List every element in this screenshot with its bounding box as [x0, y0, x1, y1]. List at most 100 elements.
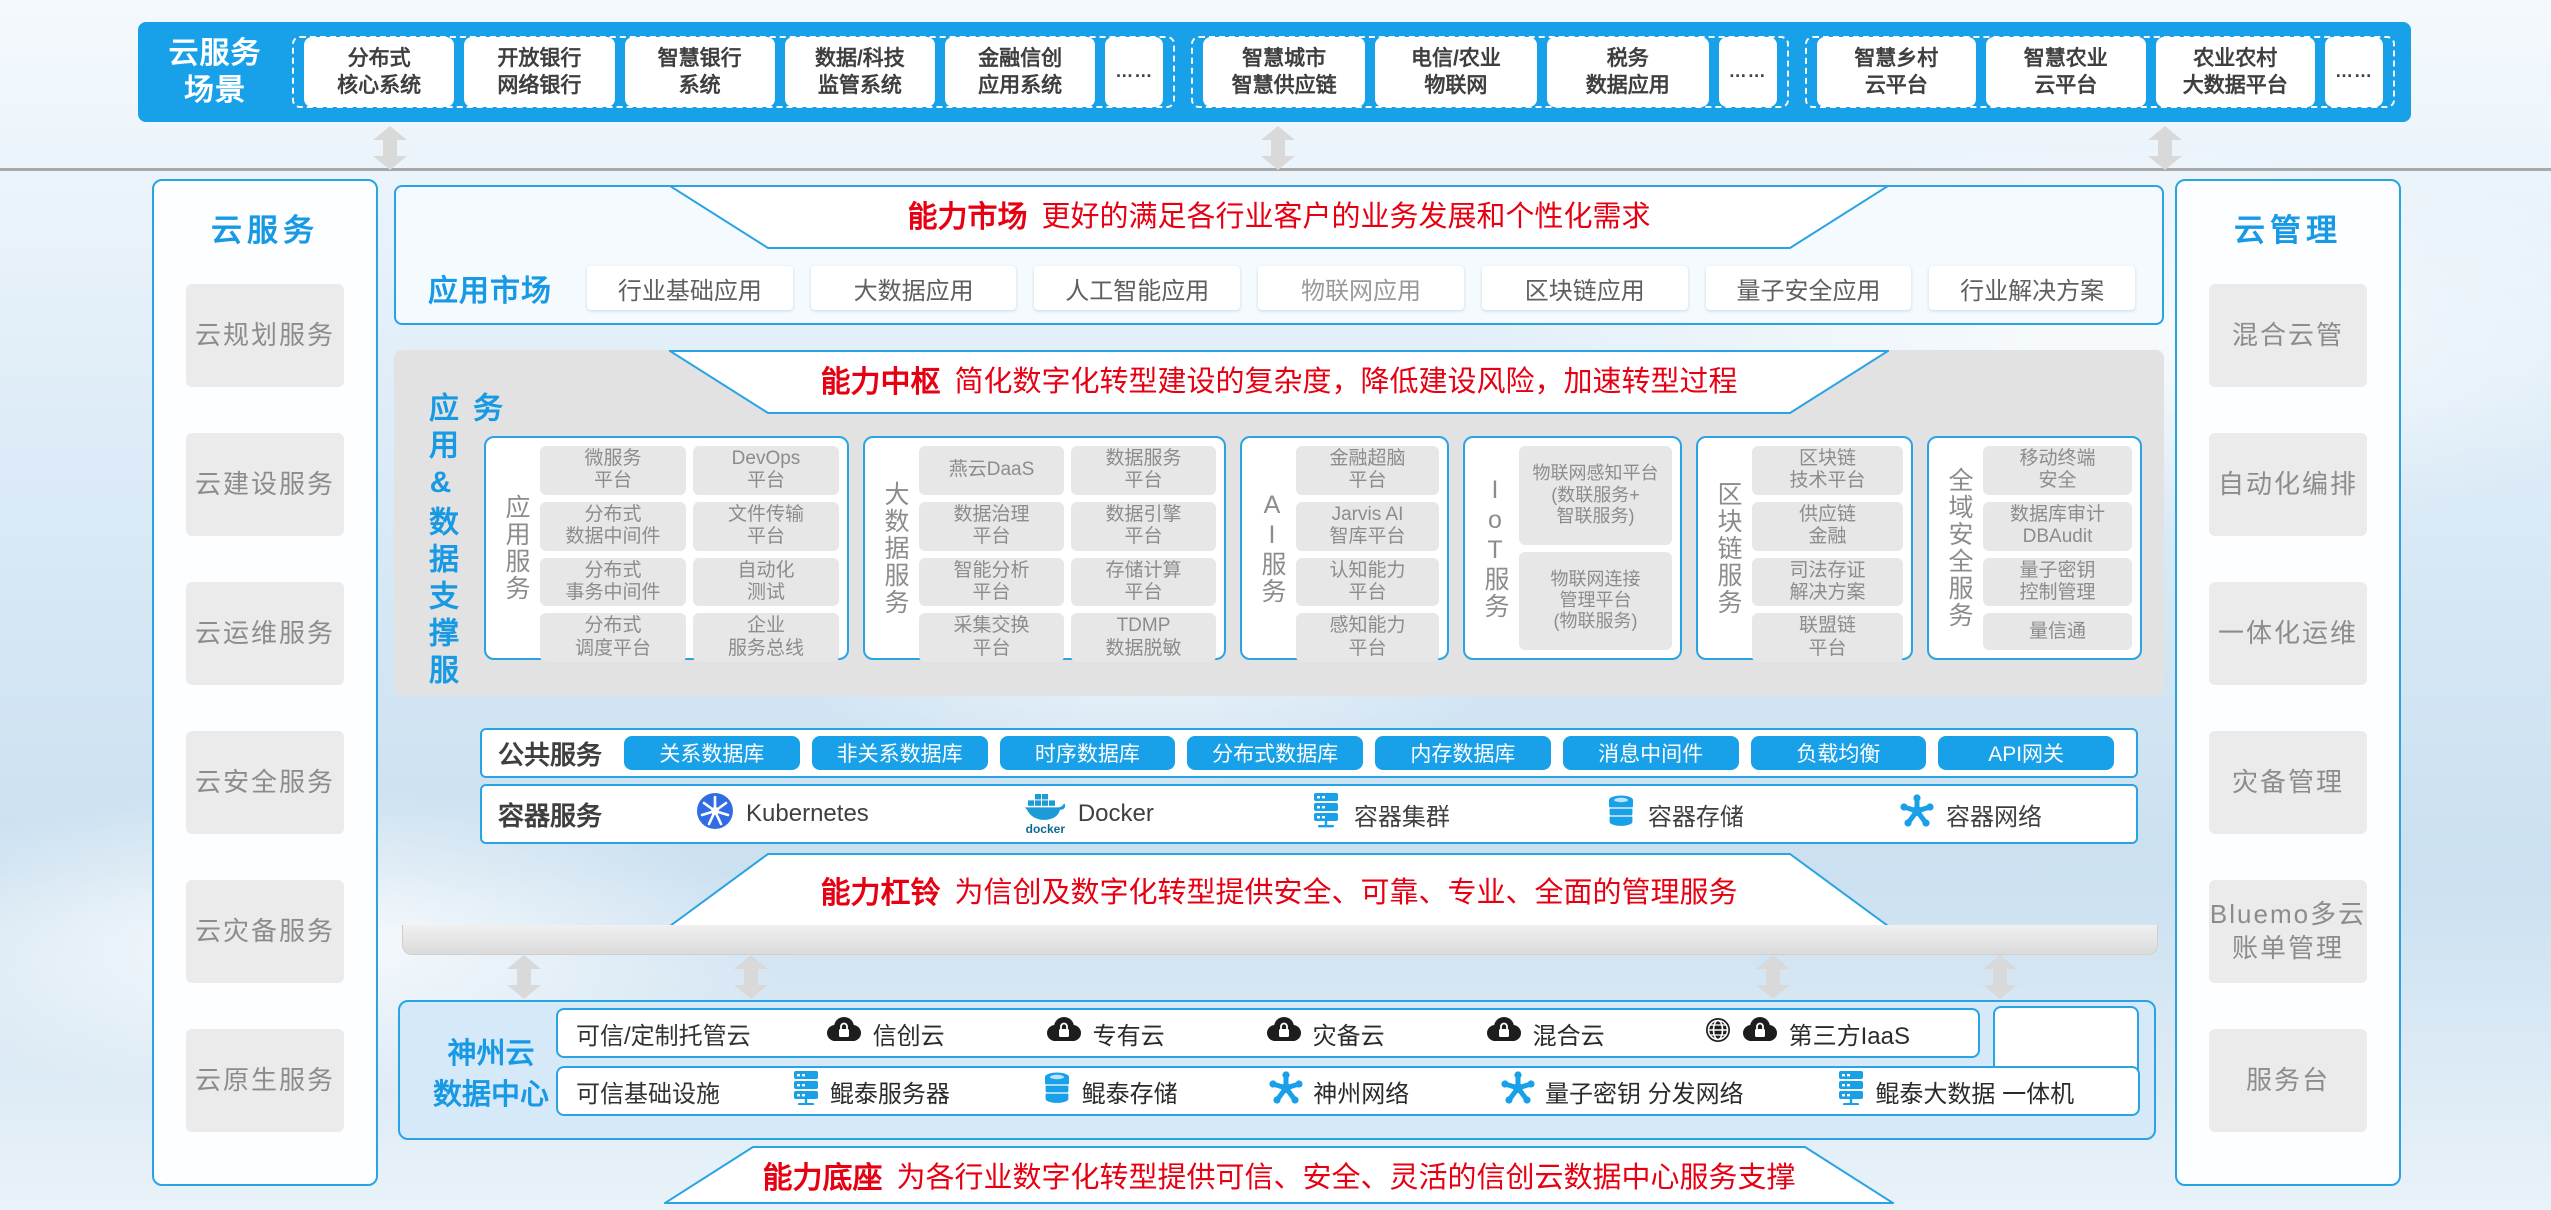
hub-chip: 企业 服务总线 — [693, 613, 839, 663]
sidebar-item-cloud-ops: 云运维服务 — [186, 582, 344, 685]
app-market-item: 区块链应用 — [1481, 266, 1688, 310]
hub-chip: 联盟链 平台 — [1752, 613, 1903, 663]
infra-item-label: 鲲泰存储 — [1081, 1080, 1178, 1108]
sidebar-item-cloud-security: 云安全服务 — [186, 731, 344, 834]
scenario-item: 分布式 核心系统 — [304, 37, 455, 107]
scenario-item: 税务 数据应用 — [1546, 37, 1709, 107]
hub-chip: 认知能力 平台 — [1296, 557, 1439, 607]
hub-chip: 数据治理 平台 — [919, 501, 1064, 551]
hub-chip: 移动终端 安全 — [1983, 446, 2132, 495]
network-icon — [1269, 1071, 1303, 1112]
hosted-cloud-item-dr: 灾备云 — [1265, 1016, 1385, 1051]
banner-title: 能力中枢 — [820, 366, 941, 399]
public-service-pill: 消息中间件 — [1562, 736, 1739, 770]
sidebar-item-cloud-planning: 云规划服务 — [186, 284, 344, 387]
hub-box-bigdata-services: 大数据服务 燕云DaaS 数据服务 平台 数据治理 平台 数据引擎 平台 智能分… — [863, 436, 1226, 663]
hosted-cloud-row: 可信/定制托管云 信创云 专有云 灾备云 — [556, 1008, 1980, 1058]
scenario-group-agriculture: 智慧乡村 云平台 智慧农业 云平台 农业农村 大数据平台 …… — [1804, 36, 2395, 108]
infra-item-network: 神州网络 — [1269, 1071, 1409, 1112]
scenario-item: 智慧乡村 云平台 — [1816, 37, 1977, 107]
hub-chip: 数据服务 平台 — [1071, 446, 1216, 495]
hub-chip: 文件传输 平台 — [693, 501, 839, 551]
scenario-item: 数据/科技 监管系统 — [784, 37, 935, 107]
hub-chip: 区块链 技术平台 — [1752, 446, 1903, 495]
hub-chip: 存储计算 平台 — [1071, 557, 1216, 607]
sidebar-item-cloud-construction: 云建设服务 — [186, 433, 344, 536]
server-rack-icon — [1835, 1070, 1865, 1112]
scenario-item: 智慧银行 系统 — [624, 37, 775, 107]
divider-line — [0, 168, 2551, 171]
infra-item-storage: 鲲泰存储 — [1042, 1071, 1178, 1111]
public-service-pill: 时序数据库 — [999, 736, 1176, 770]
public-service-pill: 分布式数据库 — [1187, 736, 1364, 770]
hub-chip: 数据引擎 平台 — [1071, 501, 1216, 551]
hub-chip: 量子密钥 控制管理 — [1983, 557, 2132, 607]
sidebar-item-cloud-dr: 云灾备服务 — [186, 880, 344, 983]
scenario-item-ellipsis: …… — [2324, 37, 2383, 107]
app-market-item: 行业解决方案 — [1929, 266, 2136, 310]
sidebar-item-automation: 自动化编排 — [2209, 433, 2367, 536]
scenario-item: 智慧城市 智慧供应链 — [1203, 37, 1366, 107]
hub-chip: TDMP 数据脱敏 — [1071, 613, 1216, 663]
infra-item-server: 鲲泰服务器 — [790, 1070, 950, 1112]
hub-box-label: 应用服务 — [502, 494, 530, 602]
hub-columns: 应用服务 微服务 平台 DevOps 平台 分布式 数据中间件 文件传输 平台 … — [484, 436, 2142, 663]
cloud-services-sidebar: 云服务 云规划服务 云建设服务 云运维服务 云安全服务 云灾备服务 云原生服务 — [152, 179, 378, 1186]
hosted-cloud-item-label: 第三方IaaS — [1788, 1022, 1910, 1050]
hosted-cloud-item-private: 专有云 — [1045, 1016, 1165, 1051]
infrastructure-row: 可信基础设施 鲲泰服务器 鲲泰存储 神州网络 — [556, 1066, 2140, 1116]
hub-chip: 微服务 平台 — [540, 446, 686, 495]
banner-title: 能力市场 — [907, 201, 1028, 234]
cloud-lock-icon — [1741, 1016, 1779, 1050]
hosted-cloud-item-label: 专有云 — [1092, 1022, 1165, 1050]
infra-item-label: 神州网络 — [1313, 1080, 1410, 1108]
scenario-item: 金融信创 应用系统 — [945, 37, 1096, 107]
hosted-cloud-label: 可信/定制托管云 — [576, 1022, 751, 1050]
hub-chip: 金融超脑 平台 — [1296, 446, 1439, 495]
container-services-label: 容器服务 — [498, 800, 603, 831]
container-service-label: 容器存储 — [1647, 803, 1744, 831]
container-service-network: 容器网络 — [1900, 794, 2042, 835]
public-service-pill: 非关系数据库 — [811, 736, 988, 770]
storage-icon — [1606, 794, 1636, 834]
hub-chip: 自动化 测试 — [693, 557, 839, 607]
app-market-item: 大数据应用 — [810, 266, 1017, 310]
hub-chip: 分布式 事务中间件 — [540, 557, 686, 607]
sidebar-item-cloud-native: 云原生服务 — [186, 1029, 344, 1132]
hub-box-iot-services: IoT服务 物联网感知平台 (数联服务+ 智联服务) 物联网连接 管理平台 (物… — [1463, 436, 1682, 660]
capability-hub-banner: 能力中枢 简化数字化转型建设的复杂度，降低建设风险，加速转型过程 — [669, 350, 1889, 414]
hub-chip: 物联网感知平台 (数联服务+ 智联服务) — [1519, 446, 1672, 545]
network-icon — [1501, 1071, 1535, 1112]
network-icon — [1900, 794, 1934, 835]
hub-box-ai-services: AI服务 金融超脑 平台 Jarvis AI 智库平台 认知能力 平台 感知能力… — [1240, 436, 1449, 663]
center-column: 能力市场 更好的满足各行业客户的业务发展和个性化需求 应用市场 行业基础应用 大… — [394, 0, 2164, 1210]
scenario-bar-title: 云服务 场景 — [168, 36, 262, 108]
cloud-lock-icon — [1485, 1016, 1523, 1050]
sidebar-title: 云服务 — [211, 213, 319, 248]
cloud-lock-icon — [825, 1016, 863, 1050]
scenario-item: 智慧农业 云平台 — [1986, 37, 2146, 107]
public-service-pill: 内存数据库 — [1375, 736, 1551, 770]
datacenter-panel: 神州云 数据中心 可信/定制托管云 信创云 专有云 — [398, 1000, 2156, 1140]
docker-icon: docker — [1024, 793, 1066, 835]
sidebar-item-integrated-ops: 一体化运维 — [2209, 582, 2367, 685]
globe-icon — [1704, 1016, 1731, 1050]
container-service-docker: docker Docker — [1024, 793, 1154, 835]
hub-chip: 燕云DaaS — [919, 446, 1064, 495]
sidebar-item-bluemo-billing: Bluemo多云 账单管理 — [2209, 880, 2367, 983]
hosted-cloud-item-label: 混合云 — [1532, 1022, 1605, 1050]
container-services-row: 容器服务 Kubernetes docker Docker 容器集群 — [480, 784, 2138, 844]
datacenter-title: 神州云 数据中心 — [432, 1038, 549, 1111]
app-market-item: 物联网应用 — [1258, 266, 1464, 310]
hub-chip: Jarvis AI 智库平台 — [1296, 501, 1439, 551]
scenario-group-finance: 分布式 核心系统 开放银行 网络银行 智慧银行 系统 数据/科技 监管系统 金融… — [292, 36, 1176, 108]
app-market-label: 应用市场 — [428, 275, 552, 308]
hub-chip: 量信通 — [1983, 613, 2132, 650]
sidebar-item-service-desk: 服务台 — [2209, 1029, 2367, 1132]
hub-box-label: 全域安全服务 — [1945, 467, 1973, 629]
hub-box-label: 区块链服务 — [1714, 480, 1742, 616]
server-rack-icon — [1310, 792, 1342, 836]
hosted-cloud-item-xinchuang: 信创云 — [825, 1016, 945, 1051]
public-services-row: 公共服务 关系数据库 非关系数据库 时序数据库 分布式数据库 内存数据库 消息中… — [480, 728, 2138, 778]
scenario-item-ellipsis: …… — [1105, 37, 1164, 107]
